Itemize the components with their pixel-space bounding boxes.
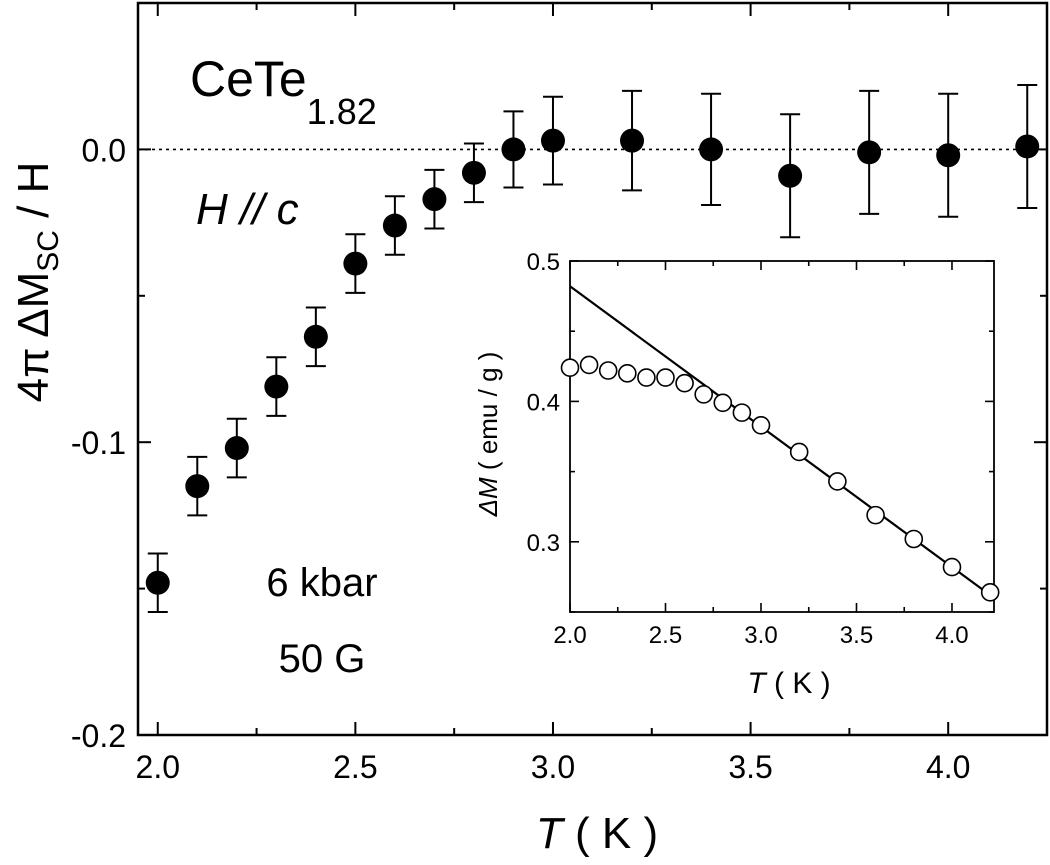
inset-data-point (579, 355, 599, 375)
data-point (303, 324, 328, 349)
data-point (224, 436, 249, 461)
field-orientation-label: H // c (196, 185, 299, 234)
inset-x-tick-label: 3.5 (840, 622, 873, 649)
inset-y-tick-label: 0.5 (527, 249, 560, 276)
inset-data-point (789, 442, 809, 462)
x-tick-label: 3.0 (531, 749, 575, 785)
data-point (857, 140, 882, 165)
x-tick-label: 4.0 (926, 749, 970, 785)
data-point (422, 187, 447, 212)
data-point (501, 137, 526, 162)
inset-data-point (560, 358, 580, 378)
inset-data-point (980, 583, 1000, 602)
data-point (540, 128, 565, 153)
y-tick-label: -0.1 (71, 425, 126, 461)
data-point (778, 163, 803, 188)
inset-x-tick-label: 2.0 (553, 622, 586, 649)
inset-data-point (713, 393, 733, 413)
inset-data-point (904, 529, 924, 549)
x-tick-label: 2.5 (333, 749, 377, 785)
data-point (699, 137, 724, 162)
pressure-annotation: 6 kbar (266, 561, 377, 605)
y-axis-title: 4π ΔMSC / H (9, 162, 65, 403)
x-tick-label: 2.0 (136, 749, 180, 785)
data-point (1015, 134, 1040, 159)
inset-data-point (617, 364, 637, 383)
data-point (620, 128, 645, 153)
x-axis-title: T ( K ) (536, 809, 658, 858)
inset-y-axis-title: ΔM ( emu / g ) (473, 352, 503, 518)
y-tick-label: -0.2 (71, 718, 126, 754)
inset-data-point (694, 385, 713, 404)
inset-data-point (598, 361, 618, 380)
data-point (461, 160, 486, 185)
compound-label-subscript: 1.82 (307, 91, 377, 132)
data-point (264, 374, 289, 399)
field-annotation: 50 G (279, 637, 366, 681)
inset-x-axis-title: T ( K ) (747, 667, 830, 700)
x-tick-label: 3.5 (728, 749, 772, 785)
inset-y-tick-label: 0.4 (527, 389, 560, 416)
data-point (185, 474, 210, 499)
inset-data-point (656, 368, 675, 387)
compound-label: CeTe1.82 (190, 51, 377, 132)
inset-plot-frame (569, 260, 995, 613)
data-point (382, 213, 407, 238)
inset-data-point (637, 368, 656, 387)
inset-data-point (828, 472, 847, 491)
inset-x-tick-label: 2.5 (649, 622, 682, 649)
inset-data-point (675, 373, 694, 393)
inset-data-point (732, 403, 752, 422)
y-tick-label: 0.0 (82, 132, 126, 168)
inset-data-point (751, 415, 771, 435)
inset-y-tick-label: 0.3 (527, 530, 560, 557)
inset-data-point (942, 557, 962, 577)
data-point (343, 251, 368, 276)
inset-x-tick-label: 4.0 (935, 622, 968, 649)
inset-data-point (866, 505, 885, 525)
main-plot-frame (136, 1, 1049, 737)
data-point (936, 143, 961, 168)
inset-x-tick-label: 3.0 (744, 622, 777, 649)
data-point (145, 570, 170, 595)
